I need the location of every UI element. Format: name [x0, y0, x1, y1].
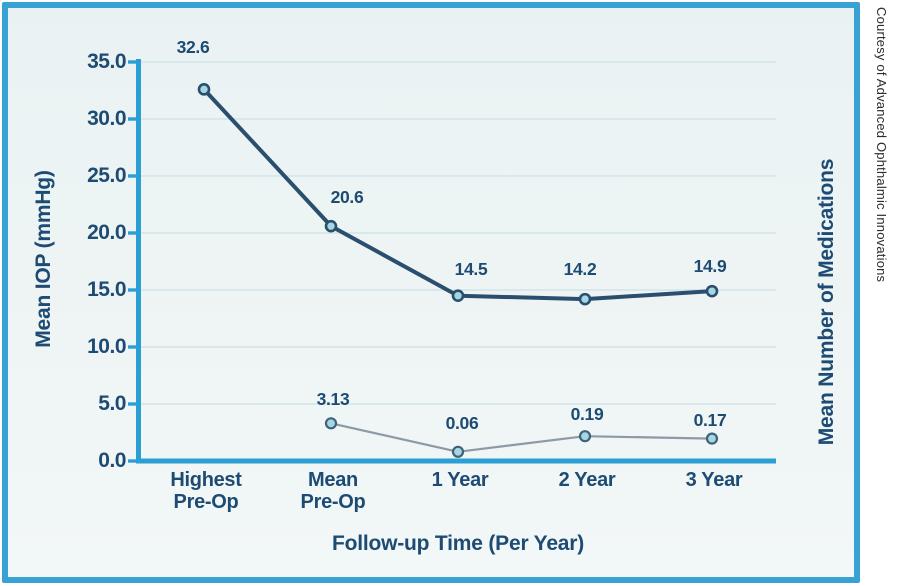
- y-axis-tick: [128, 117, 141, 121]
- data-point-marker: [705, 284, 719, 298]
- y-axis-tick: [128, 231, 141, 235]
- data-point-label: 14.9: [693, 256, 727, 277]
- x-category-label: 2 Year: [558, 469, 616, 491]
- data-point-label: 0.19: [570, 404, 604, 425]
- data-point-label: 20.6: [330, 187, 364, 208]
- y-axis-tick: [128, 345, 141, 349]
- data-point-label: 0.06: [445, 412, 479, 433]
- data-point-marker: [578, 430, 592, 443]
- data-point-marker: [324, 417, 338, 430]
- data-point-label: 0.17: [693, 409, 727, 430]
- data-point-marker: [324, 219, 338, 233]
- data-point-label: 14.5: [454, 258, 488, 279]
- x-category-label: 1 Year: [431, 469, 489, 491]
- medications-line: [329, 422, 714, 453]
- x-axis-title: Follow-up Time (Per Year): [331, 532, 585, 555]
- x-category-label: Mean Pre-Op: [300, 469, 366, 513]
- y-axis-tick: [128, 459, 141, 463]
- x-category-label: 3 Year: [685, 469, 743, 491]
- data-point-marker: [451, 289, 465, 303]
- data-point-label: 3.13: [316, 389, 350, 410]
- x-category-label: Highest Pre-Op: [170, 469, 242, 513]
- x-axis-line: [136, 458, 776, 464]
- y-axis-tick: [128, 174, 141, 178]
- y-axis-tick: [128, 402, 141, 406]
- credit-text: Courtesy of Advanced Ophthalmic Innovati…: [874, 7, 889, 283]
- y-tick-label: 10.0: [87, 335, 126, 358]
- y-tick-label: 15.0: [87, 278, 126, 301]
- data-point-label: 14.2: [563, 259, 597, 280]
- y-tick-label: 0.0: [98, 449, 126, 472]
- data-point-marker: [197, 83, 211, 96]
- y-axis-line: [136, 59, 141, 464]
- y-tick-label: 25.0: [87, 164, 126, 187]
- left-axis-title: Mean IOP (mmHg): [32, 170, 55, 348]
- y-axis-tick: [128, 288, 141, 292]
- y-tick-label: 20.0: [87, 221, 126, 244]
- data-point-marker: [705, 432, 719, 445]
- data-point-marker: [578, 292, 592, 306]
- y-tick-label: 35.0: [87, 50, 126, 73]
- y-axis-tick: [128, 60, 141, 64]
- y-tick-label: 30.0: [87, 107, 126, 130]
- y-tick-label: 5.0: [98, 392, 126, 415]
- data-point-marker: [451, 445, 465, 458]
- right-axis-title: Mean Number of Medications: [815, 158, 838, 446]
- data-point-label: 32.6: [176, 37, 210, 58]
